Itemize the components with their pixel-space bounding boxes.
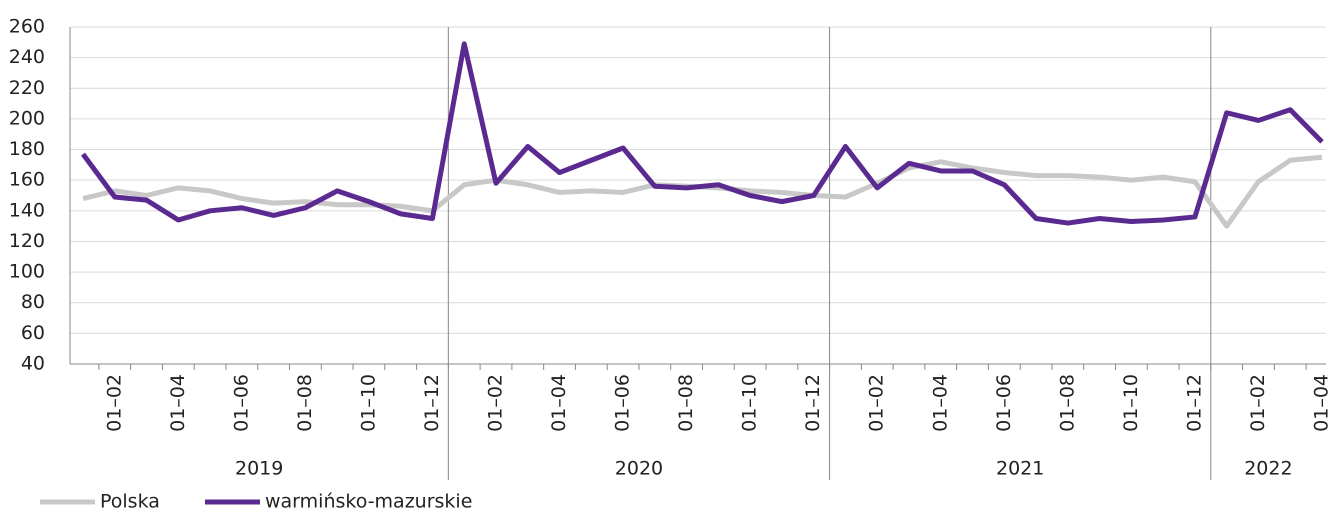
x-tick-label: 01–06	[993, 374, 1015, 432]
y-tick-label: 260	[9, 16, 45, 38]
x-tick-label: 01–04	[167, 374, 189, 432]
x-tick-label: 01–10	[1120, 374, 1142, 432]
year-label: 2021	[996, 458, 1044, 480]
x-tick-label: 01–04	[929, 374, 951, 432]
x-tick-label: 01–02	[1247, 374, 1269, 432]
series-line	[80, 41, 1324, 226]
legend-label: warmińsko-mazurskie	[265, 491, 472, 513]
y-tick-label: 200	[9, 107, 45, 129]
x-tick-label: 01–12	[1183, 374, 1205, 432]
y-tick-label: 180	[9, 138, 45, 160]
x-tick-label: 01–02	[485, 374, 507, 432]
x-tick-label: 01–02	[866, 374, 888, 432]
y-tick-label: 80	[21, 291, 45, 313]
x-tick-label: 01–04	[1311, 374, 1330, 432]
x-tick-label: 01–10	[739, 374, 761, 432]
y-tick-label: 220	[9, 77, 45, 99]
x-tick-label: 01–12	[802, 374, 824, 432]
y-tick-label: 40	[21, 353, 45, 375]
y-tick-label: 120	[9, 230, 45, 252]
y-tick-label: 160	[9, 169, 45, 191]
x-tick-label: 01–06	[612, 374, 634, 432]
y-tick-label: 60	[21, 322, 45, 344]
year-label: 2019	[235, 458, 283, 480]
year-label: 2020	[615, 458, 663, 480]
x-tick-label: 01–06	[230, 374, 252, 432]
x-tick-label: 01–04	[548, 374, 570, 432]
x-tick-label: 01–08	[675, 374, 697, 432]
x-tick-label: 01–08	[294, 374, 316, 432]
y-tick-label: 240	[9, 46, 45, 68]
y-tick-label: 100	[9, 261, 45, 283]
x-tick-label: 01–10	[357, 374, 379, 432]
y-tick-label: 140	[9, 199, 45, 221]
year-label: 2022	[1244, 458, 1292, 480]
x-tick-label: 01–12	[421, 374, 443, 432]
x-tick-label: 01–02	[103, 374, 125, 432]
x-tick-label: 01–08	[1056, 374, 1078, 432]
legend-label: Polska	[100, 491, 160, 513]
